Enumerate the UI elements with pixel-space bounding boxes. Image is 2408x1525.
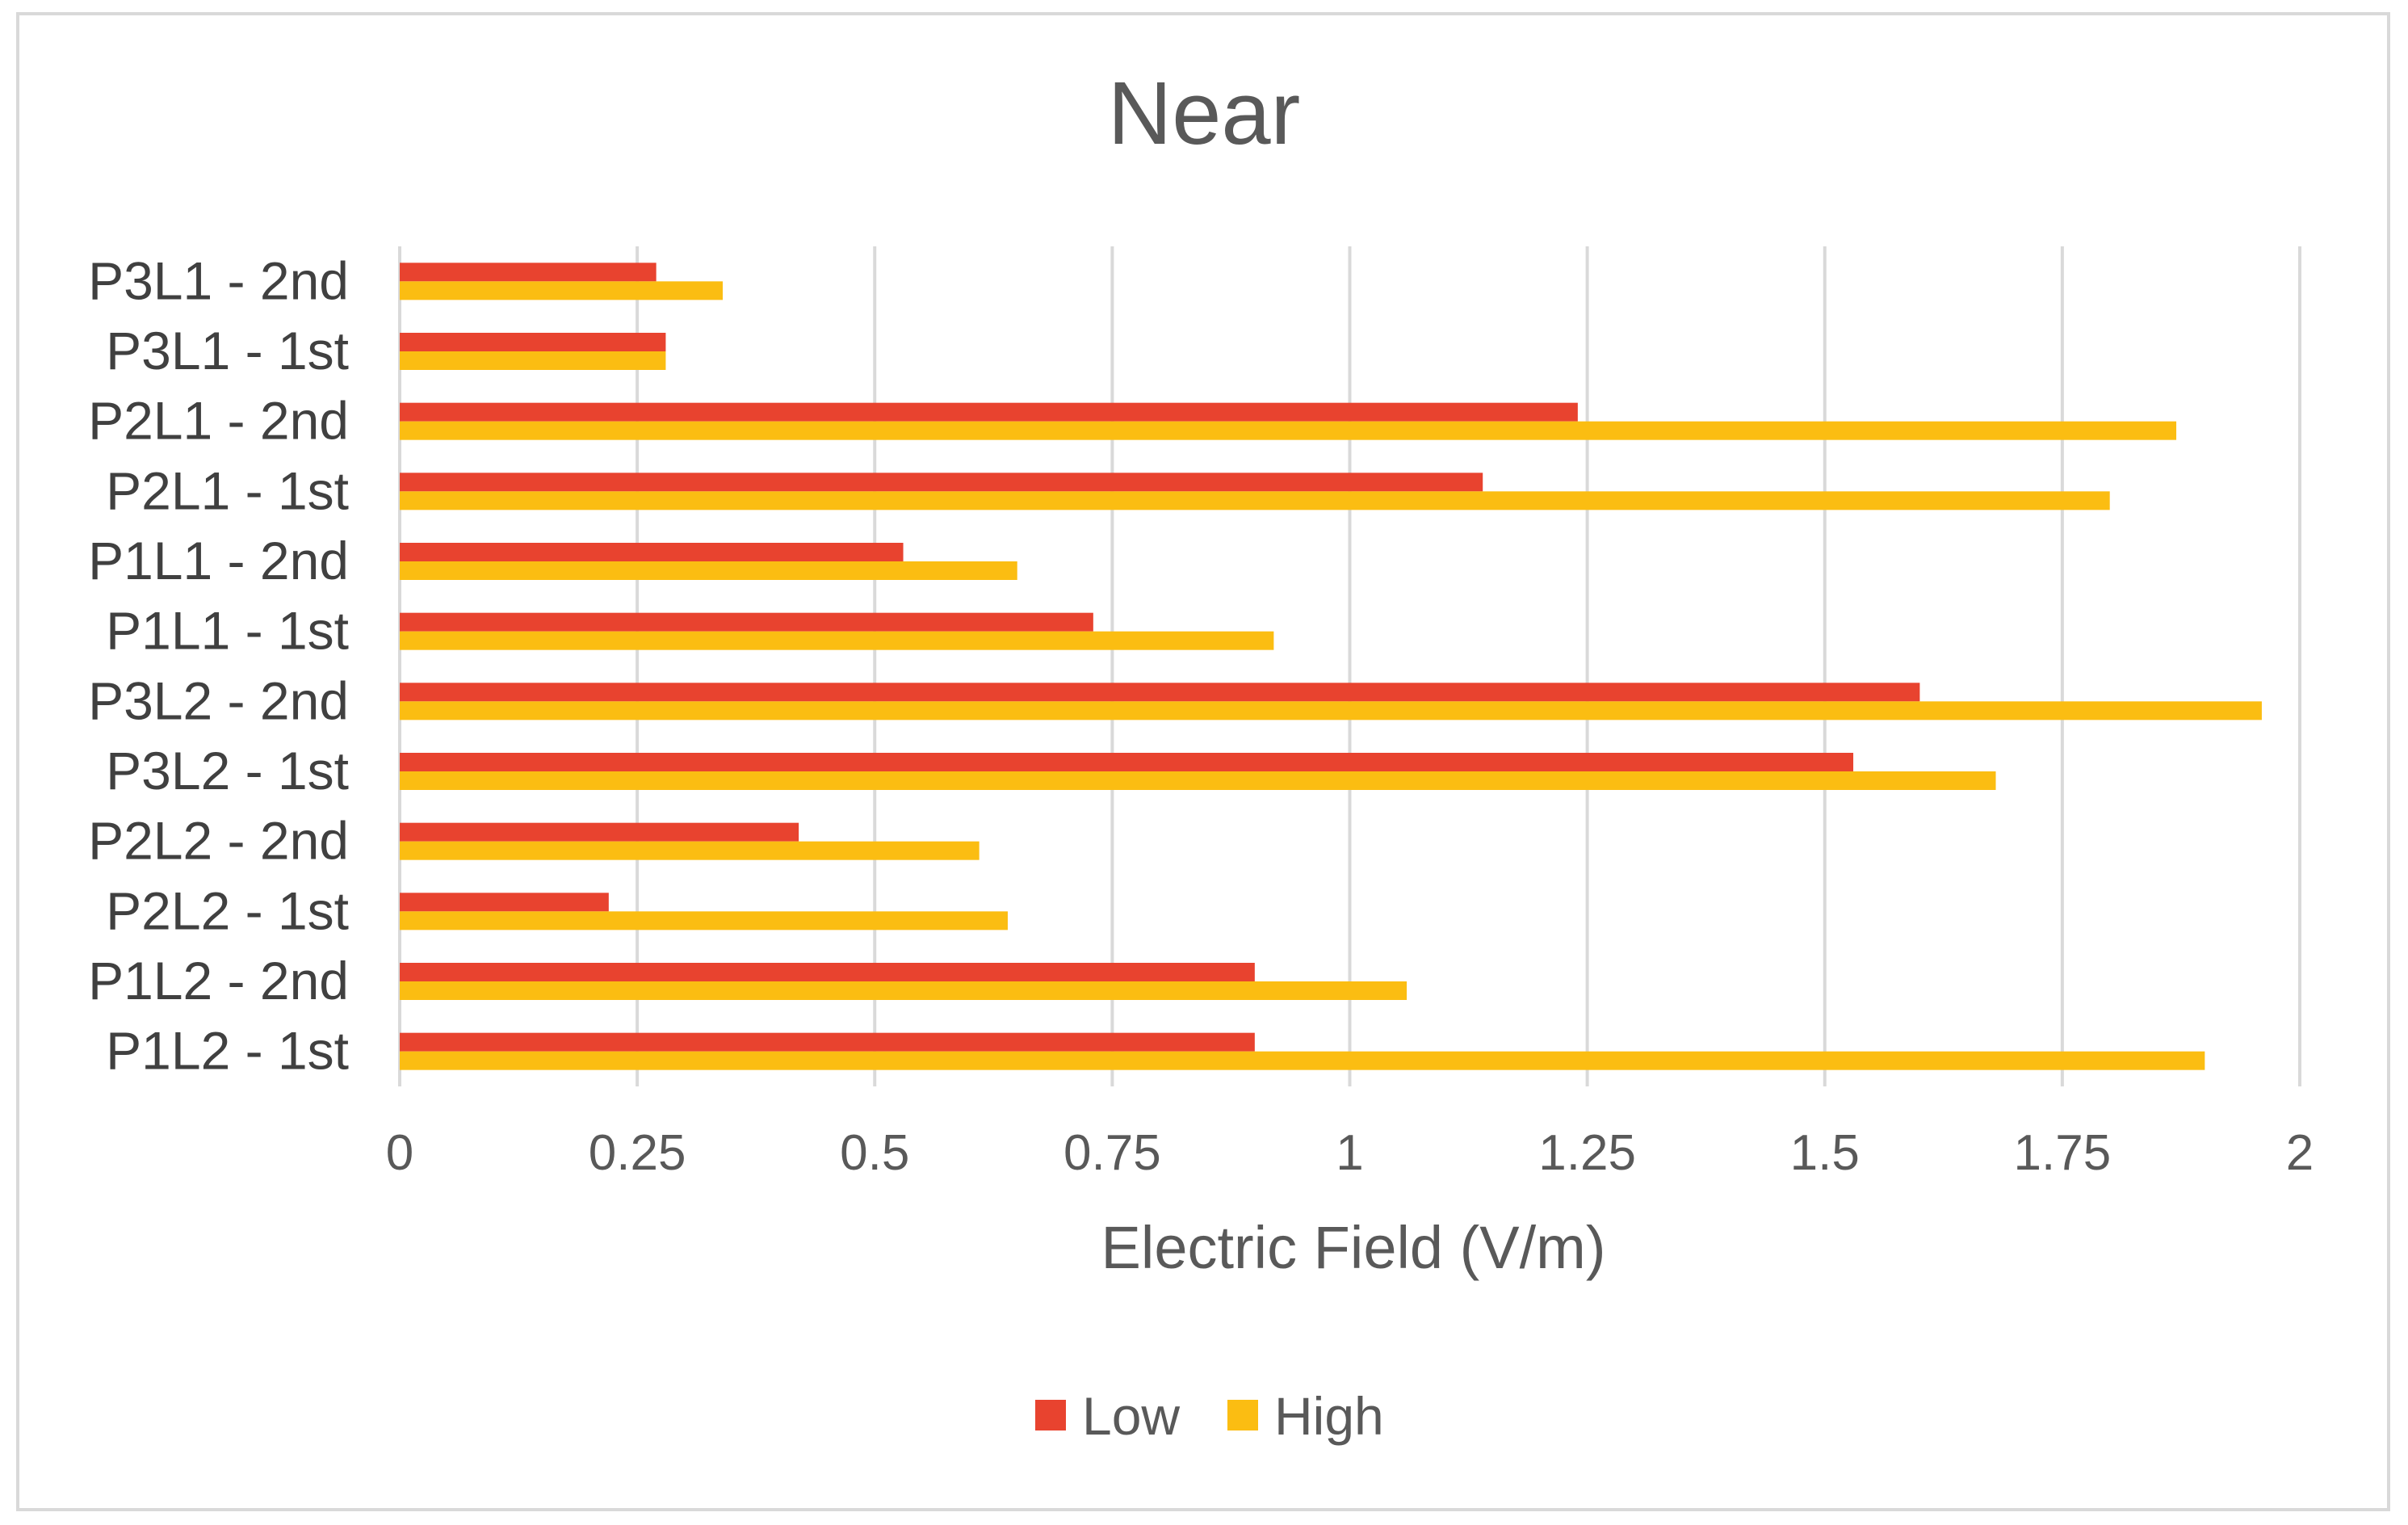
bar-low-6 [400, 683, 1920, 702]
legend-swatch-high [1227, 1400, 1258, 1430]
bar-low-11 [400, 1032, 1255, 1052]
x-tick-label: 0.75 [1063, 1125, 1161, 1181]
bars [400, 263, 2262, 1070]
x-tick-label: 1.25 [1538, 1125, 1636, 1181]
bar-high-5 [400, 631, 1274, 650]
bar-high-11 [400, 1051, 2205, 1070]
bar-low-2 [400, 402, 1578, 422]
legend-swatch-low [1035, 1400, 1066, 1430]
category-label: P2L2 - 1st [106, 880, 349, 940]
category-label: P2L1 - 2nd [88, 391, 349, 451]
bar-high-8 [400, 841, 980, 860]
category-label: P2L1 - 1st [106, 460, 349, 520]
legend-label-high: High [1274, 1386, 1384, 1446]
bar-high-1 [400, 351, 666, 370]
category-labels: P3L1 - 2nd P3L1 - 1st P2L1 - 2nd P2L1 - 1st… [88, 250, 349, 1080]
bar-low-5 [400, 612, 1093, 632]
bar-low-10 [400, 963, 1255, 981]
x-tick-label: 0.25 [589, 1125, 686, 1181]
bar-high-0 [400, 281, 724, 300]
bar-high-2 [400, 421, 2177, 440]
x-tick-label: 1 [1336, 1125, 1363, 1181]
x-axis-title: Electric Field (V/m) [1101, 1214, 1606, 1281]
category-label: P3L2 - 2nd [88, 670, 349, 730]
bar-high-7 [400, 771, 1996, 790]
legend: Low High [1035, 1386, 1384, 1446]
bar-low-1 [400, 333, 666, 351]
category-label: P1L1 - 1st [106, 601, 349, 661]
bar-low-0 [400, 263, 657, 282]
bar-high-10 [400, 981, 1407, 1000]
x-tick-label: 0.5 [840, 1125, 909, 1181]
legend-label-low: Low [1082, 1386, 1180, 1446]
bar-low-7 [400, 753, 1854, 771]
bar-low-9 [400, 893, 609, 912]
category-label: P3L2 - 1st [106, 741, 349, 800]
chart-title: Near [1108, 64, 1300, 163]
x-tick-label: 1.5 [1790, 1125, 1860, 1181]
gridlines [398, 246, 2301, 1086]
x-tick-label: 2 [2286, 1125, 2314, 1181]
x-tick-labels: 0 0.25 0.5 0.75 1 1.25 1.5 1.75 2 [386, 1125, 2314, 1181]
category-label: P3L1 - 1st [106, 321, 349, 380]
bar-low-8 [400, 822, 799, 842]
category-label: P1L2 - 2nd [88, 951, 349, 1010]
category-label: P2L2 - 2nd [88, 811, 349, 871]
bar-low-4 [400, 543, 904, 561]
bar-high-3 [400, 491, 2110, 510]
bar-low-3 [400, 473, 1483, 492]
bar-high-6 [400, 701, 2262, 720]
bar-high-4 [400, 561, 1017, 580]
category-label: P1L1 - 2nd [88, 531, 349, 590]
x-tick-label: 1.75 [2014, 1125, 2112, 1181]
category-label: P1L2 - 1st [106, 1021, 349, 1081]
category-label: P3L1 - 2nd [88, 250, 349, 310]
x-tick-label: 0 [386, 1125, 413, 1181]
bar-high-9 [400, 911, 1008, 931]
